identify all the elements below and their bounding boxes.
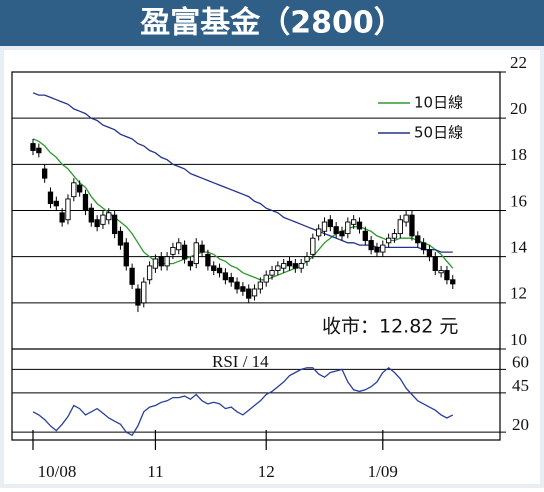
candle-body: [426, 249, 433, 258]
legend-label: 10日線: [414, 94, 463, 112]
rsi-tick-label: 60: [512, 352, 529, 371]
candle-body: [362, 230, 368, 241]
y-tick-label: 20: [510, 99, 527, 118]
x-tick-label: 12: [258, 462, 275, 481]
candle-body: [106, 212, 112, 221]
candle-body: [345, 221, 351, 235]
candle-body: [333, 226, 339, 235]
candle-body: [263, 274, 269, 283]
moving-average-line: [32, 138, 454, 281]
candle-body: [327, 219, 333, 228]
candle-body: [298, 263, 304, 269]
candle-body: [59, 212, 65, 223]
candle-body: [292, 263, 298, 269]
candle-body: [438, 270, 444, 274]
candle-body: [76, 184, 83, 193]
candle-body: [403, 214, 409, 223]
rsi-tick-label: 45: [512, 376, 529, 395]
x-tick-label: 1/09: [368, 462, 398, 481]
x-tick-label: 10/08: [38, 462, 77, 481]
candle-body: [356, 221, 363, 230]
candle-body: [117, 230, 124, 246]
candle-body: [94, 219, 100, 228]
candle-body: [420, 242, 427, 251]
y-tick-label: 10: [510, 330, 527, 349]
candle-body: [275, 265, 281, 271]
candle-body: [240, 286, 246, 292]
candle-body: [123, 242, 129, 267]
candle-body: [432, 256, 438, 271]
candle-body: [281, 263, 287, 269]
candle-body: [316, 228, 322, 237]
candle-body: [135, 288, 141, 306]
candle-body: [193, 242, 199, 265]
candle-body: [164, 256, 170, 267]
candle-body: [129, 267, 135, 285]
candle-body: [444, 270, 450, 281]
candle-body: [146, 265, 153, 281]
candle-body: [88, 207, 94, 223]
candle-body: [199, 244, 205, 253]
candle-body: [234, 281, 240, 290]
legend-label: 50日線: [414, 124, 463, 142]
candle-body: [82, 193, 89, 211]
candle-body: [176, 242, 182, 251]
candle-body: [450, 279, 456, 285]
candle-body: [222, 272, 229, 281]
candle-body: [181, 244, 188, 260]
candle-body: [304, 256, 310, 262]
rsi-label: RSI / 14: [212, 352, 269, 371]
candle-body: [152, 258, 159, 269]
candle-body: [65, 198, 71, 221]
candle-body: [374, 246, 380, 253]
candle-body: [310, 237, 316, 255]
candle-body: [187, 260, 194, 267]
candle-body: [47, 191, 54, 205]
candle-body: [246, 288, 252, 299]
candle-body: [391, 233, 398, 239]
candle-body: [170, 246, 176, 255]
annotation: 收市：12.82 元: [322, 316, 458, 338]
candle-body: [30, 143, 36, 151]
chart-title: 盈富基金（2800）: [140, 6, 404, 41]
candle-body: [251, 288, 258, 297]
candle-body: [368, 240, 374, 251]
y-tick-label: 16: [510, 191, 527, 210]
rsi-tick-label: 20: [512, 415, 529, 434]
candle-body: [257, 281, 264, 290]
y-tick-label: 18: [510, 145, 527, 164]
candle-body: [53, 200, 59, 207]
candle-body: [415, 235, 421, 244]
title-bar: [0, 0, 544, 46]
candle-body: [269, 270, 275, 276]
candle-body: [42, 168, 48, 179]
candle-body: [286, 260, 293, 267]
candle-body: [397, 219, 403, 235]
candle-body: [71, 182, 77, 198]
candle-body: [385, 237, 392, 244]
x-tick-label: 11: [147, 462, 163, 481]
rsi-line: [32, 366, 454, 437]
candle-body: [321, 221, 328, 232]
candle-body: [205, 253, 211, 267]
y-tick-label: 22: [510, 53, 527, 72]
y-tick-label: 14: [510, 238, 528, 257]
candle-body: [351, 219, 357, 225]
y-tick-label: 12: [510, 284, 527, 303]
candle-body: [409, 214, 415, 237]
candle-body: [158, 256, 164, 267]
candle-body: [141, 281, 147, 304]
candle-body: [111, 214, 118, 235]
candle-body: [380, 244, 386, 253]
candle-body: [339, 230, 345, 237]
candle-body: [211, 265, 217, 271]
candle-body: [228, 276, 234, 283]
candle-body: [216, 267, 223, 274]
candle-body: [100, 214, 106, 225]
candle-body: [36, 147, 42, 154]
